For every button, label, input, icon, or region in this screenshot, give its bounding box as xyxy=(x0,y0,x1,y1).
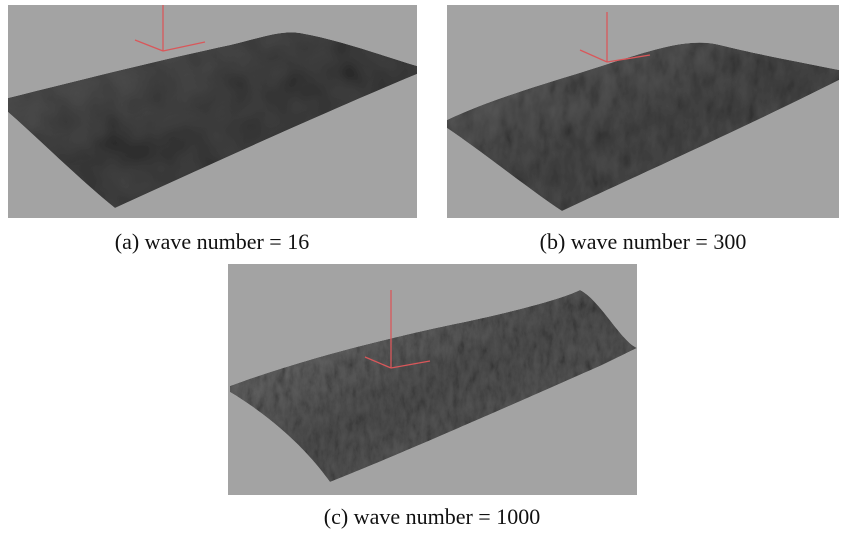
panel-c: (c) wave number = 1000 xyxy=(228,264,637,529)
caption: (c) wave number = 1000 xyxy=(324,504,540,529)
panel-b: (b) wave number = 300 xyxy=(447,5,839,254)
caption: (b) wave number = 300 xyxy=(540,229,747,254)
panel-a: (a) wave number = 16 xyxy=(8,5,417,254)
page: (a) wave number = 16 (b) wave number = 3… xyxy=(0,0,847,535)
caption: (a) wave number = 16 xyxy=(115,229,309,254)
figure: (a) wave number = 16 (b) wave number = 3… xyxy=(0,0,847,535)
